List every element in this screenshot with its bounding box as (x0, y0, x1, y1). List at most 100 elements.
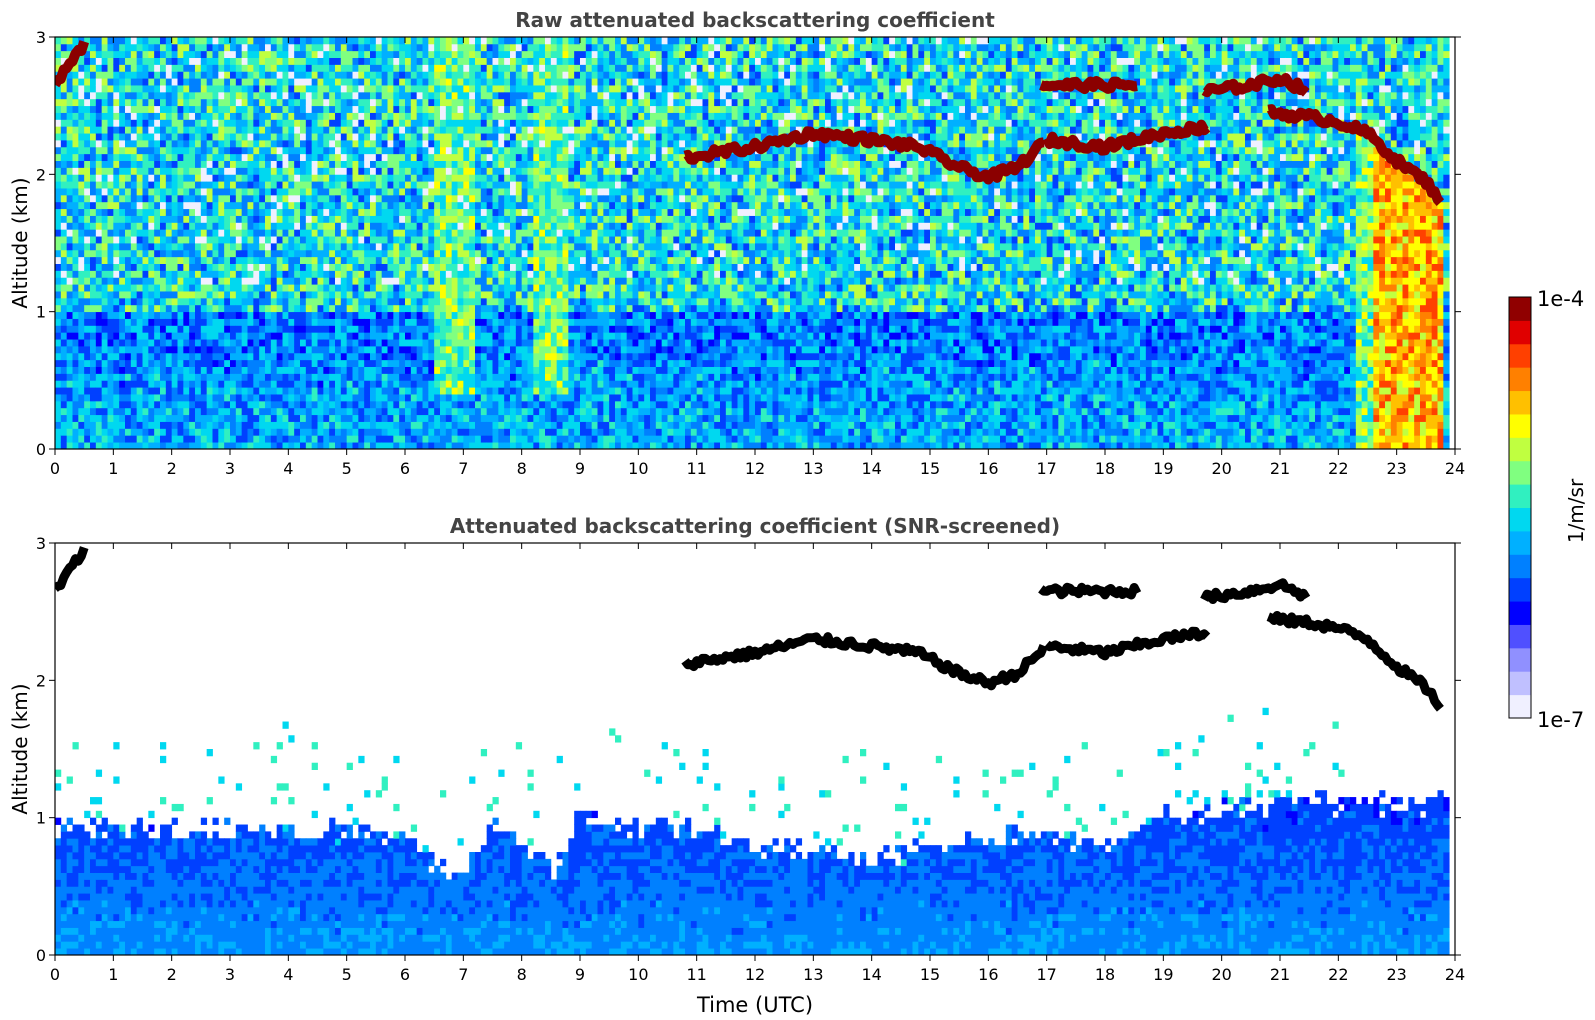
heat-cell (253, 71, 259, 78)
heat-cell (271, 408, 277, 415)
heat-cell (277, 270, 283, 277)
heat-cell (475, 284, 481, 291)
heat-cell (493, 78, 499, 85)
heat-cell (347, 428, 353, 435)
heat-cell (189, 319, 195, 326)
heat-cell (195, 236, 201, 243)
heat-cell (102, 435, 108, 442)
heat-cell (318, 154, 324, 161)
heat-cell (300, 58, 306, 65)
heat-cell (236, 305, 242, 312)
heat-cell (504, 181, 510, 188)
heat-cell (277, 325, 283, 332)
heat-cell (306, 360, 312, 367)
heat-cell (516, 415, 522, 422)
heat-cell (183, 140, 189, 147)
heat-cell (388, 99, 394, 106)
heat-cell (364, 85, 370, 92)
heat-cell (236, 367, 242, 374)
heat-cell (294, 209, 300, 216)
heat-cell (423, 167, 429, 174)
heat-cell (288, 58, 294, 65)
heat-cell (318, 339, 324, 346)
heat-cell (265, 415, 271, 422)
heat-cell (405, 58, 411, 65)
heat-cell (265, 401, 271, 408)
heat-cell (353, 339, 359, 346)
heat-cell (475, 319, 481, 326)
heat-cell (189, 85, 195, 92)
heat-cell (452, 346, 458, 353)
heat-cell (67, 140, 73, 147)
heat-cell (493, 360, 499, 367)
heat-cell (113, 51, 119, 58)
heat-cell (119, 291, 125, 298)
heat-cell (498, 222, 504, 229)
heat-cell (498, 422, 504, 429)
heat-cell (283, 161, 289, 168)
heat-cell (125, 435, 131, 442)
heat-cell (393, 401, 399, 408)
heat-cell (143, 319, 149, 326)
heat-cell (452, 106, 458, 113)
heat-cell (178, 442, 184, 449)
heat-cell (353, 106, 359, 113)
heat-cell (329, 147, 335, 154)
heat-cell (434, 291, 440, 298)
heat-cell (96, 222, 102, 229)
heat-cell (73, 188, 79, 195)
heat-cell (423, 222, 429, 229)
heat-cell (481, 435, 487, 442)
heat-cell (113, 126, 119, 133)
heat-cell (323, 270, 329, 277)
heat-cell (102, 422, 108, 429)
heat-cell (160, 373, 166, 380)
heat-cell (178, 92, 184, 99)
heat-cell (399, 442, 405, 449)
heat-cell (84, 319, 90, 326)
heat-cell (335, 174, 341, 181)
heat-cell (119, 106, 125, 113)
heat-cell (195, 264, 201, 271)
heat-cell (533, 99, 539, 106)
heat-cell (113, 408, 119, 415)
heat-cell (411, 44, 417, 51)
heat-cell (242, 58, 248, 65)
heat-cell (376, 394, 382, 401)
heat-cell (160, 305, 166, 312)
heat-cell (300, 408, 306, 415)
heat-cell (265, 209, 271, 216)
heat-cell (288, 346, 294, 353)
heat-cell (248, 99, 254, 106)
heat-cell (440, 264, 446, 271)
heat-cell (358, 37, 364, 44)
heat-cell (399, 353, 405, 360)
heat-cell (148, 85, 154, 92)
heat-cell (458, 270, 464, 277)
heat-cell (335, 106, 341, 113)
heat-cell (218, 298, 224, 305)
heat-cell (504, 422, 510, 429)
heat-cell (498, 408, 504, 415)
heat-cell (323, 305, 329, 312)
heat-cell (493, 319, 499, 326)
heat-cell (469, 442, 475, 449)
heat-cell (493, 415, 499, 422)
heat-cell (481, 64, 487, 71)
heat-cell (277, 291, 283, 298)
heat-cell (469, 209, 475, 216)
heat-cell (428, 435, 434, 442)
heat-cell (446, 106, 452, 113)
heat-cell (224, 58, 230, 65)
heat-cell (493, 37, 499, 44)
heat-cell (358, 202, 364, 209)
heat-cell (452, 270, 458, 277)
heat-cell (428, 422, 434, 429)
heat-cell (376, 435, 382, 442)
heat-cell (230, 195, 236, 202)
heat-cell (458, 360, 464, 367)
heat-cell (312, 161, 318, 168)
heat-cell (236, 284, 242, 291)
heat-cell (119, 126, 125, 133)
heat-cell (323, 167, 329, 174)
